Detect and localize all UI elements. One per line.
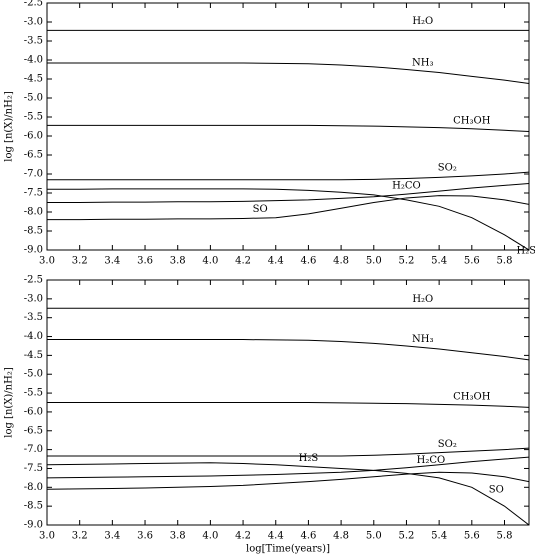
- y-tick-label: -7.5: [24, 188, 43, 199]
- series-line: [47, 62, 529, 85]
- x-tick-label: 3.4: [104, 531, 120, 542]
- y-axis-label: log [n(X)/nH₂]: [4, 367, 15, 438]
- x-tick-label: 4.0: [202, 256, 218, 267]
- x-tick-label: 5.0: [366, 256, 382, 267]
- series-line: [47, 462, 529, 525]
- y-tick-label: -9.0: [24, 520, 43, 531]
- y-tick-label: -5.0: [24, 369, 43, 380]
- x-tick-label: 5.4: [431, 531, 447, 542]
- x-tick-label: 3.6: [137, 256, 153, 267]
- series-line: [47, 402, 529, 408]
- x-tick-label: 3.8: [170, 256, 186, 267]
- x-tick-label: 4.0: [202, 531, 218, 542]
- y-tick-label: -8.0: [24, 207, 43, 218]
- series-line: [47, 188, 529, 250]
- series-line: [47, 183, 529, 203]
- series-label: H₂S: [299, 453, 319, 464]
- y-tick-label: -6.5: [24, 150, 43, 161]
- series-label: CH₃OH: [453, 115, 491, 126]
- y-tick-label: -5.5: [24, 388, 43, 399]
- series-line: [47, 447, 529, 457]
- x-tick-label: 3.6: [137, 531, 153, 542]
- y-axis-label: log [n(X)/nH₂]: [4, 91, 15, 162]
- y-tick-label: -6.0: [24, 406, 43, 417]
- x-tick-label: 3.0: [39, 256, 55, 267]
- y-tick-label: -7.0: [24, 444, 43, 455]
- x-tick-label: 4.8: [333, 531, 349, 542]
- x-tick-label: 5.0: [366, 531, 382, 542]
- series-label: SO₂: [438, 163, 457, 174]
- y-tick-label: -3.0: [24, 17, 43, 28]
- y-tick-label: -9.0: [24, 245, 43, 256]
- x-tick-label: 4.6: [300, 256, 316, 267]
- x-tick-label: 3.0: [39, 531, 55, 542]
- y-tick-label: -5.5: [24, 112, 43, 123]
- y-tick-label: -4.0: [24, 331, 43, 342]
- y-tick-label: -8.5: [24, 226, 43, 237]
- series-label: H₂O: [412, 294, 433, 305]
- y-tick-label: -2.5: [24, 0, 43, 9]
- y-tick-label: -4.0: [24, 55, 43, 66]
- x-tick-label: 4.8: [333, 256, 349, 267]
- x-axis-label: log[Time(years)]: [246, 544, 330, 555]
- series-label: NH₃: [412, 334, 433, 345]
- y-tick-label: -7.5: [24, 463, 43, 474]
- series-label: CH₃OH: [453, 392, 491, 403]
- y-tick-label: -6.5: [24, 425, 43, 436]
- x-tick-label: 3.2: [72, 531, 88, 542]
- y-tick-label: -4.5: [24, 74, 43, 85]
- series-label: H₂CO: [392, 181, 421, 192]
- y-tick-label: -2.5: [24, 275, 43, 286]
- y-tick-label: -7.0: [24, 169, 43, 180]
- series-label: H₂CO: [417, 455, 446, 466]
- series-label: H₂S: [516, 245, 535, 256]
- y-tick-label: -6.0: [24, 131, 43, 142]
- x-tick-label: 4.4: [268, 531, 284, 542]
- series-line: [47, 471, 529, 490]
- series-label: NH₃: [412, 58, 433, 69]
- series-label: SO: [489, 484, 504, 495]
- y-tick-label: -5.0: [24, 93, 43, 104]
- x-tick-label: 5.2: [399, 256, 415, 267]
- y-tick-label: -3.5: [24, 312, 43, 323]
- x-tick-label: 3.8: [170, 531, 186, 542]
- x-tick-label: 5.8: [497, 531, 513, 542]
- series-line: [47, 195, 529, 221]
- x-tick-label: 4.2: [235, 256, 251, 267]
- series-label: H₂O: [412, 16, 433, 27]
- y-tick-label: -8.5: [24, 501, 43, 512]
- series-line: [47, 171, 529, 181]
- x-tick-label: 5.6: [464, 256, 480, 267]
- x-tick-label: 5.6: [464, 531, 480, 542]
- x-tick-label: 4.2: [235, 531, 251, 542]
- x-tick-label: 3.4: [104, 256, 120, 267]
- y-tick-label: -3.5: [24, 36, 43, 47]
- y-tick-label: -4.5: [24, 350, 43, 361]
- x-tick-label: 5.4: [431, 256, 447, 267]
- x-tick-label: 3.2: [72, 256, 88, 267]
- plot-frame: [46, 2, 530, 251]
- y-tick-label: -8.0: [24, 482, 43, 493]
- series-line: [47, 456, 529, 479]
- x-tick-label: 5.8: [497, 256, 513, 267]
- x-tick-label: 5.2: [399, 531, 415, 542]
- series-label: SO₂: [438, 439, 457, 450]
- series-line: [47, 124, 529, 132]
- series-label: SO: [253, 204, 268, 215]
- x-tick-label: 4.4: [268, 256, 284, 267]
- x-tick-label: 4.6: [300, 531, 316, 542]
- y-tick-label: -3.0: [24, 293, 43, 304]
- series-line: [47, 339, 529, 361]
